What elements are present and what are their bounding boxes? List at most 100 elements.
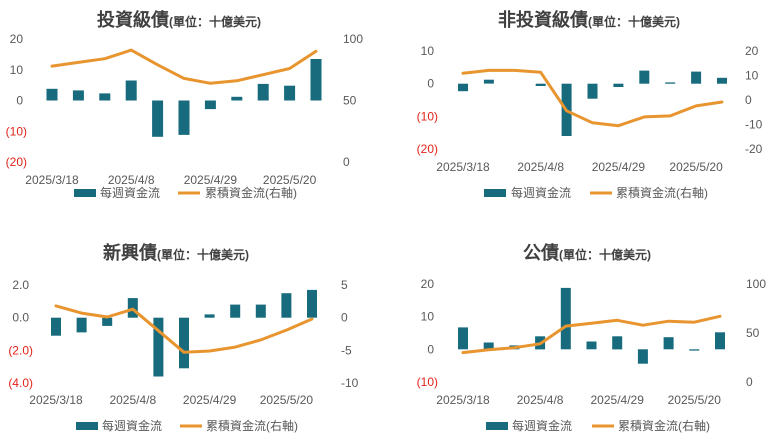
x-axis-tick-label: 2025/4/8: [108, 173, 155, 187]
x-axis-tick-label: 2025/5/20: [668, 393, 722, 407]
legend-label: 累積資金流(右軸): [205, 185, 297, 200]
weekly-flow-bar: [458, 83, 468, 92]
weekly-flow-bar: [257, 83, 269, 101]
weekly-flow-bar: [639, 70, 650, 84]
weekly-flow-bar: [179, 317, 189, 369]
legend-bar-swatch: [76, 422, 98, 430]
weekly-flow-bar: [717, 77, 727, 84]
weekly-flow-bar: [284, 85, 296, 101]
legend-label: 累積資金流(右軸): [618, 418, 710, 433]
chart-title-main: 非投資級債: [498, 10, 588, 30]
weekly-flow-bar: [307, 289, 317, 318]
weekly-flow-bar: [46, 88, 58, 101]
weekly-flow-bar: [560, 287, 571, 350]
weekly-flow-bar: [715, 332, 725, 350]
left-axis-tick-label: (20): [6, 155, 27, 169]
weekly-flow-bar: [102, 317, 113, 326]
right-axis-tick-label: 100: [343, 32, 363, 46]
x-axis-tick-label: 2025/5/20: [260, 393, 314, 407]
right-axis-tick-label: 20: [745, 44, 759, 58]
weekly-flow-bar: [204, 314, 215, 318]
weekly-flow-bar: [99, 93, 111, 101]
left-axis-tick-label: (20): [417, 142, 438, 156]
chart-svg: 2.0 0.0 (2.0) (4.0) 5 0 -5 -10 2025/3/18 2025/4/8…: [8, 278, 359, 433]
chart-panel-high-yield: 10 0 (10) (20) 20 10 0 -10 -20 2025/3/18 2025/4/8 2…: [390, 0, 781, 216]
x-axis-tick-label: 2025/4/8: [517, 393, 564, 407]
weekly-flow-bar: [281, 293, 292, 318]
left-axis-tick-label: 20: [10, 32, 24, 46]
left-axis-tick-label: 20: [421, 277, 435, 291]
x-axis-tick-label: 2025/4/8: [109, 393, 156, 407]
left-axis-tick-label: (2.0): [8, 343, 33, 357]
weekly-flow-bar: [204, 100, 216, 110]
weekly-flow-bar: [255, 304, 266, 318]
weekly-flow-bar: [689, 349, 700, 351]
right-axis-tick-label: -20: [745, 142, 763, 156]
right-axis-tick-label: -5: [341, 343, 352, 357]
chart-title-main: 新興債: [103, 243, 157, 263]
right-axis-tick-label: -10: [341, 376, 359, 390]
weekly-flow-bar: [76, 317, 87, 333]
chart-title-main: 公債: [523, 243, 559, 263]
right-axis-tick-label: 10: [745, 69, 759, 83]
cumulative-flow-line: [461, 314, 722, 355]
chart-panel-emerging-markets: 2.0 0.0 (2.0) (4.0) 5 0 -5 -10 2025/3/18 2025/4/8…: [0, 233, 390, 441]
cumulative-flow-line: [50, 48, 318, 85]
chart-svg: 10 0 (10) (20) 20 10 0 -10 -20 2025/3/18 2025/4/8 2…: [417, 44, 763, 200]
left-axis-tick-label: 0: [16, 94, 23, 108]
right-axis-tick-label: 100: [746, 277, 766, 291]
left-axis-tick-label: 0.0: [12, 311, 29, 325]
legend-label: 每週資金流: [100, 185, 160, 200]
weekly-flow-bar: [586, 341, 597, 350]
legend-label: 累積資金流(右軸): [616, 185, 708, 200]
weekly-flow-bar: [535, 83, 546, 86]
weekly-flow-bar: [612, 336, 623, 350]
left-axis-tick-label: (10): [417, 109, 438, 123]
legend-label: 每週資金流: [102, 418, 162, 433]
weekly-flow-bar: [178, 100, 190, 135]
weekly-flow-bar: [231, 96, 243, 101]
legend-bar-swatch: [74, 189, 96, 197]
x-axis-tick-label: 2025/3/18: [436, 160, 490, 174]
left-axis-tick-label: 10: [421, 310, 435, 324]
weekly-flow-bar: [663, 337, 674, 350]
weekly-flow-bar: [125, 80, 137, 101]
weekly-flow-bar: [230, 304, 241, 318]
right-axis-tick-label: 0: [341, 311, 348, 325]
x-axis-tick-label: 2025/5/20: [669, 160, 723, 174]
right-axis-tick-label: 0: [745, 93, 752, 107]
x-axis-tick-label: 2025/4/29: [591, 393, 645, 407]
weekly-flow-bar: [51, 317, 61, 336]
chart-title: 新興債(單位：十億美元): [103, 242, 249, 266]
right-axis-tick-label: 0: [343, 155, 350, 169]
chart-title: 非投資級債(單位：十億美元): [498, 9, 680, 33]
weekly-flow-bar: [153, 317, 164, 377]
chart-title-unit: (單位：十億美元): [588, 15, 680, 29]
legend-label: 累積資金流(右軸): [206, 418, 298, 433]
legend-bar-swatch: [486, 422, 508, 430]
weekly-flow-bar: [483, 342, 494, 350]
left-axis-tick-label: (4.0): [8, 376, 33, 390]
weekly-flow-bar: [310, 59, 322, 101]
x-axis-tick-label: 2025/4/29: [184, 173, 238, 187]
chart-title-unit: (單位：十億美元): [169, 15, 261, 29]
x-axis-tick-label: 2025/3/18: [436, 393, 490, 407]
x-axis-tick-label: 2025/5/20: [263, 173, 317, 187]
weekly-flow-bar: [613, 83, 624, 87]
right-axis-tick-label: 0: [746, 375, 753, 389]
chart-title: 公債(單位：十億美元): [523, 242, 651, 266]
chart-title-unit: (單位：十億美元): [157, 248, 249, 262]
weekly-flow-bar: [691, 71, 702, 84]
chart-title-main: 投資級債: [97, 10, 169, 30]
left-axis-tick-label: (10): [6, 124, 27, 138]
chart-panel-investment-grade: 20 10 0 (10) (20) 100 50 0 2025/3/18 2025/4/8 2025…: [0, 0, 390, 216]
weekly-flow-bar: [587, 83, 598, 99]
cumulative-flow-line: [461, 68, 724, 128]
left-axis-tick-label: 2.0: [12, 278, 29, 292]
weekly-flow-bar: [637, 349, 648, 364]
weekly-flow-bar: [72, 90, 84, 101]
legend-bar-swatch: [484, 189, 506, 197]
left-axis-tick-label: 10: [10, 63, 24, 77]
